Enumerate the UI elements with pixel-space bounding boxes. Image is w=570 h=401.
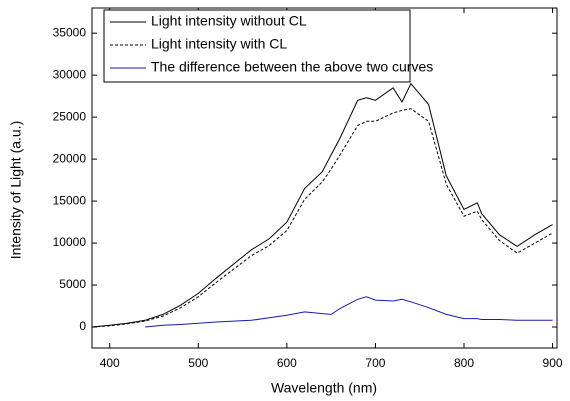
plot-frame	[91, 7, 558, 349]
legend-label: The difference between the above two cur…	[151, 59, 433, 75]
y-tick-label: 25000	[53, 109, 87, 123]
legend-label: Light intensity without CL	[151, 13, 307, 29]
series-line	[91, 82, 553, 328]
x-tick-label: 700	[365, 356, 385, 370]
x-tick-label: 500	[188, 356, 208, 370]
y-axis-label: Intensity of Light (a.u.)	[8, 121, 24, 260]
x-tick-label: 400	[100, 356, 120, 370]
y-tick-label: 30000	[53, 67, 87, 81]
x-tick-label: 900	[543, 356, 563, 370]
y-tick-label: 35000	[53, 25, 87, 39]
series-line	[145, 296, 553, 328]
x-tick-label: 800	[454, 356, 474, 370]
y-tick-label: 10000	[53, 235, 87, 249]
x-axis-label: Wavelength (nm)	[271, 380, 377, 396]
y-tick-label: 5000	[59, 277, 86, 291]
series-line	[91, 108, 553, 328]
x-tick-label: 600	[277, 356, 297, 370]
legend-label: Light intensity with CL	[151, 36, 287, 52]
legend-box	[103, 9, 411, 83]
y-tick-label: 0	[79, 319, 86, 333]
y-tick-label: 15000	[53, 193, 87, 207]
y-tick-label: 20000	[53, 151, 87, 165]
